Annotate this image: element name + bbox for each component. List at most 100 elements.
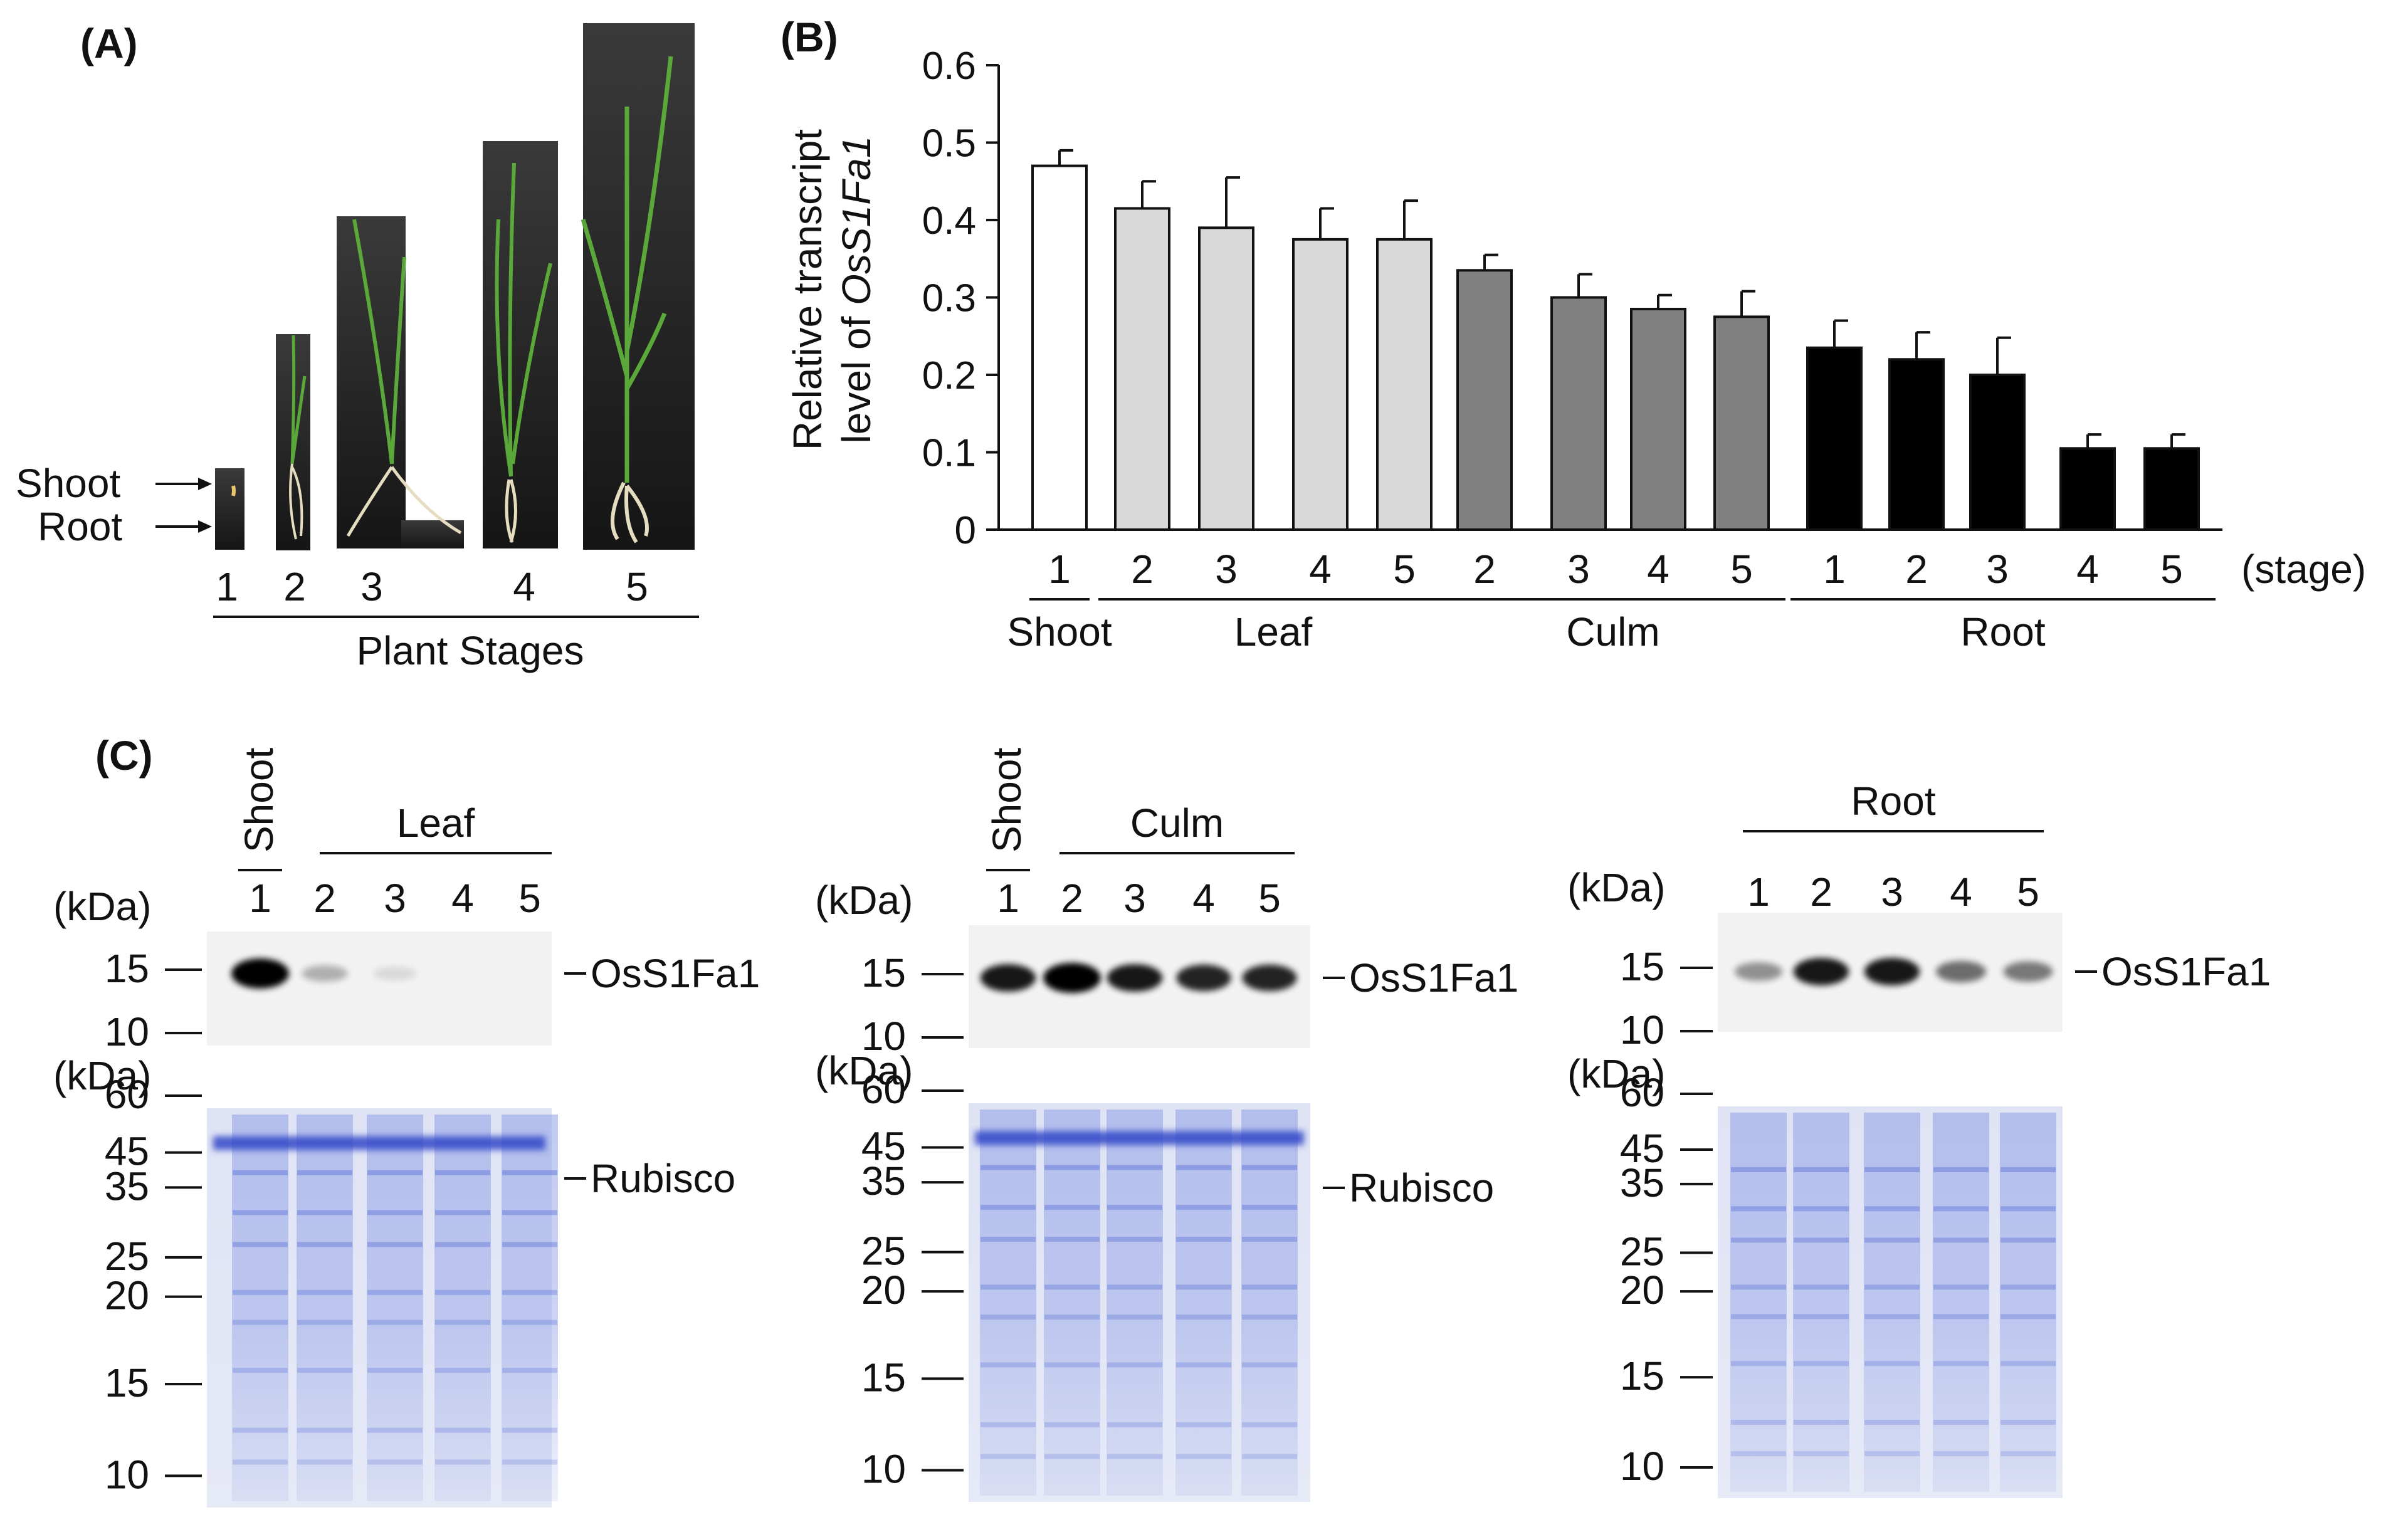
marker-label: 15: [1620, 1353, 1664, 1398]
plant-shoot-1: [231, 485, 236, 496]
gel-band: [1176, 1314, 1231, 1320]
gel-band: [1794, 1206, 1849, 1212]
gel-lane: [1864, 1113, 1920, 1492]
gel-lane: [1730, 1113, 1787, 1492]
gel-band: [981, 1165, 1036, 1170]
gel-band: [233, 1242, 288, 1247]
marker-label: 10: [861, 1014, 906, 1059]
x-stage-label: 3: [1567, 547, 1590, 592]
protein-band: [1793, 958, 1849, 985]
gel-band: [502, 1289, 557, 1295]
lane-number: 1: [1747, 869, 1770, 915]
bar-shoot: [1031, 164, 1088, 531]
lane-number: 1: [249, 876, 271, 921]
shoot-lane-label: Shoot: [984, 748, 1029, 853]
bar-chart: 0 0.1 0.2 0.3 0.4 0.5 0.6 1 Shoot 2 3 4 5 Leaf 2 3 4 5 Cul…: [922, 45, 2366, 654]
gel-lane: [1107, 1110, 1163, 1496]
protein-band: [1043, 963, 1101, 993]
lane-number: 4: [1192, 876, 1215, 921]
root-arrow-icon: [198, 520, 212, 533]
rubisco-band: [975, 1131, 1304, 1145]
gel-band: [1107, 1237, 1162, 1242]
gel-band: [297, 1320, 352, 1325]
gel-band: [1794, 1237, 1849, 1243]
gel-band: [1731, 1451, 1786, 1456]
x-stage-label: 4: [1647, 547, 1669, 592]
plant-photo-3: [337, 216, 406, 548]
gel-band: [1794, 1451, 1849, 1456]
x-stage-label: 5: [1730, 547, 1753, 592]
x-stage-label: 1: [1048, 547, 1071, 592]
protein-band: [1864, 958, 1920, 985]
gel-band: [1107, 1362, 1162, 1368]
y-tick-label: 0.6: [922, 45, 976, 88]
plant-root-2: [289, 463, 303, 540]
y-axis-label-line1: Relative transcript: [785, 129, 830, 450]
protein-band: [2003, 961, 2053, 982]
gel-band: [1864, 1206, 1920, 1212]
group-label: Leaf: [397, 800, 475, 846]
protein-band: [1242, 964, 1297, 992]
marker-label: 10: [1620, 1444, 1664, 1489]
gel-band: [1242, 1205, 1297, 1210]
bar-culm: [1456, 269, 1513, 531]
gel-band: [233, 1427, 288, 1433]
bar-root: [1888, 358, 1945, 531]
rubisco-label: Rubisco: [591, 1156, 735, 1201]
marker-label: 15: [105, 1360, 149, 1405]
panel-label-b: (B): [781, 14, 838, 60]
plant-leaf-2: [290, 335, 307, 464]
stage-number: 2: [283, 564, 306, 609]
protein-band: [1176, 964, 1231, 992]
gel-band: [297, 1242, 352, 1247]
gel-band: [1242, 1237, 1297, 1242]
gel-band: [367, 1210, 423, 1215]
marker-label: 45: [105, 1129, 149, 1174]
lane-number: 2: [313, 876, 336, 921]
gel-band: [1176, 1237, 1231, 1242]
stage-numbers: 1 2 3 4 5: [216, 564, 648, 609]
gel-band: [2001, 1361, 2056, 1367]
gel-band: [1864, 1451, 1920, 1456]
gel-band: [367, 1427, 423, 1433]
plant-leaf-4: [495, 162, 552, 477]
gel-band: [2001, 1284, 2056, 1290]
blot-membrane: [207, 931, 552, 1046]
marker-label: 35: [105, 1163, 149, 1209]
x-stage-label: 2: [1473, 547, 1496, 592]
gel-band: [233, 1210, 288, 1215]
gel-band: [502, 1210, 557, 1215]
lane-number: 4: [1950, 869, 1972, 915]
x-stage-label: 2: [1905, 547, 1928, 592]
gel-band: [1794, 1167, 1849, 1172]
bar-root: [2059, 447, 2116, 532]
bar-leaf: [1114, 207, 1170, 532]
x-stage-label: 4: [1309, 547, 1332, 592]
gel-band: [1176, 1422, 1231, 1427]
gel-band: [1731, 1167, 1786, 1172]
gel-band: [367, 1242, 423, 1247]
gel-band: [297, 1289, 352, 1295]
stage-number: 4: [513, 564, 535, 609]
plant-photos: [215, 23, 695, 550]
gel-band: [1044, 1362, 1100, 1368]
y-axis-label-prefix: level of: [834, 305, 879, 444]
gel-lane: [1044, 1110, 1100, 1496]
kda-label: (kDa): [815, 1048, 913, 1093]
kda-label: (kDa): [53, 884, 151, 929]
gel-band: [297, 1368, 352, 1373]
marker-label: 20: [105, 1273, 149, 1318]
lane-number: 2: [1061, 876, 1083, 921]
kda-label: (kDa): [1567, 865, 1665, 910]
group-label-leaf: Leaf: [1234, 609, 1313, 654]
plant-root-3: [346, 466, 462, 537]
group-label-root: Root: [1960, 609, 2045, 654]
gel-band: [981, 1422, 1036, 1427]
gel-band: [502, 1368, 557, 1373]
gel-band: [981, 1454, 1036, 1459]
gel-band: [502, 1170, 557, 1175]
gel-band: [297, 1459, 352, 1465]
gel-band: [233, 1289, 288, 1295]
gel-band: [1794, 1420, 1849, 1425]
